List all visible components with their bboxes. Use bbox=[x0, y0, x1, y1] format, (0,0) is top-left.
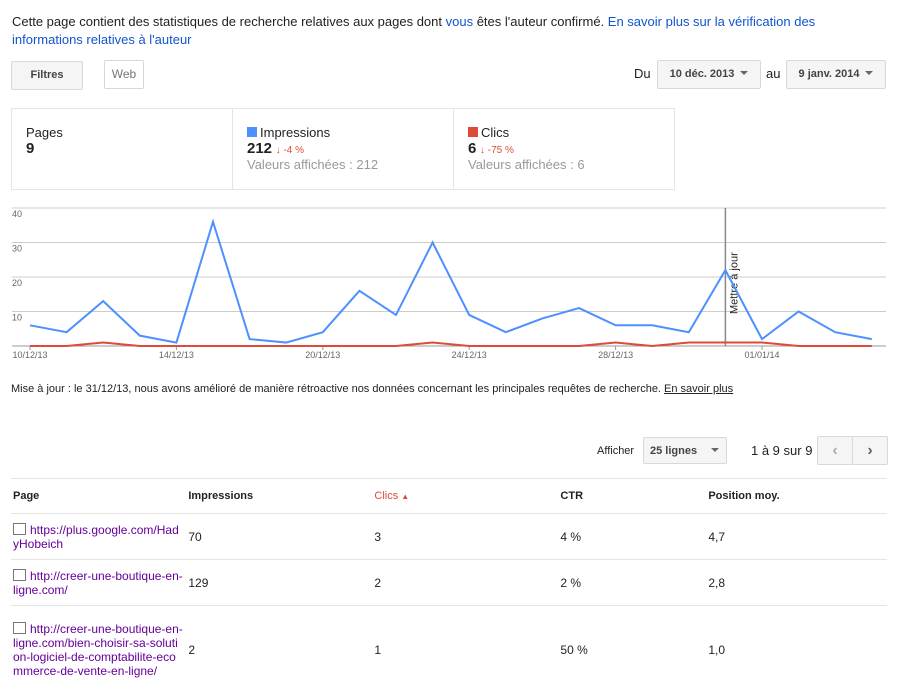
header-text: Cette page contient des statistiques de … bbox=[12, 14, 446, 29]
link[interactable]: En savoir plus sur la vérification des i… bbox=[12, 14, 816, 47]
cell-text: 2 bbox=[374, 575, 382, 590]
stat-shown: Valeurs affichées : 212 bbox=[247, 157, 379, 172]
cell: 50 % bbox=[558, 605, 707, 694]
column-header: Position moy. bbox=[706, 478, 887, 514]
cell: 2,8 bbox=[706, 559, 887, 606]
cell-text: 1,0 bbox=[708, 642, 726, 657]
stat-value: 9 bbox=[26, 140, 35, 157]
column-header: CTR bbox=[558, 478, 707, 514]
column-header: Page bbox=[11, 478, 187, 514]
y-tick-label: 20 bbox=[12, 278, 22, 288]
page-link[interactable]: http://creer-une-boutique-en-ligne.com/ bbox=[13, 568, 183, 597]
row: http://creer-une-boutique-en-ligne.com/b… bbox=[11, 605, 887, 694]
rows: 25 lignes bbox=[650, 445, 698, 457]
cell-text: 70 bbox=[188, 529, 202, 544]
x-tick-label: 20/12/13 bbox=[305, 350, 340, 360]
stat-label: Pages bbox=[26, 125, 63, 140]
filters-button[interactable]: Filtres bbox=[11, 61, 83, 90]
prev-button[interactable]: ‹ bbox=[817, 436, 853, 465]
date: 9 janv. 2014 bbox=[798, 68, 860, 80]
x-tick-label: 24/12/13 bbox=[452, 350, 487, 360]
cell: 4,7 bbox=[706, 513, 887, 560]
cell-text: 4 % bbox=[560, 529, 582, 544]
annotation: Mettre à jour bbox=[728, 252, 740, 314]
cell-text: 3 bbox=[374, 529, 382, 544]
column-header: Impressions bbox=[186, 478, 373, 514]
y-tick-label: 40 bbox=[12, 209, 22, 219]
cell: 129 bbox=[186, 559, 373, 606]
cell-text: 2 bbox=[188, 642, 196, 657]
date-dropdown[interactable]: 9 janv. 2014 bbox=[786, 60, 886, 89]
cell-text: 2,8 bbox=[708, 575, 726, 590]
label: Afficher bbox=[597, 445, 635, 457]
series-line bbox=[29, 218, 872, 344]
cell: http://creer-une-boutique-en-ligne.com/ bbox=[11, 559, 187, 606]
header-text: êtes l'auteur confirmé. bbox=[473, 14, 608, 29]
cell-text: 129 bbox=[188, 575, 209, 590]
swatch bbox=[247, 127, 257, 137]
date-dropdown[interactable]: 10 déc. 2013 bbox=[657, 60, 761, 89]
label: au bbox=[766, 66, 781, 81]
cell: 3 bbox=[372, 513, 559, 560]
x-tick-label: 14/12/13 bbox=[159, 350, 194, 360]
stat-shown: Valeurs affichées : 6 bbox=[468, 157, 585, 172]
y-tick-label: 10 bbox=[12, 313, 22, 323]
cell: 2 bbox=[372, 559, 559, 606]
rows-dropdown[interactable]: 25 lignes bbox=[643, 437, 727, 464]
link[interactable]: En savoir plus bbox=[664, 383, 734, 395]
chart: 10 20 30 40 10/12/13 14/12/13 20/12/13 24/12/13… bbox=[12, 207, 886, 360]
column-header: Clics ▲ bbox=[372, 478, 559, 514]
cell-text: 1 bbox=[374, 642, 382, 657]
stat-box: Pages 9 bbox=[11, 108, 233, 190]
cell-text: 2 % bbox=[560, 575, 582, 590]
cell-text: 50 % bbox=[560, 642, 588, 657]
page-link[interactable]: https://plus.google.com/HadyHobeich bbox=[13, 522, 179, 551]
stat-label: Clics bbox=[481, 125, 510, 140]
cell: 2 % bbox=[558, 559, 707, 606]
cell: https://plus.google.com/HadyHobeich bbox=[11, 513, 187, 560]
note: Mise à jour : le 31/12/13, nous avons am… bbox=[11, 383, 733, 395]
stat-label: Impressions bbox=[260, 125, 331, 140]
series-line bbox=[30, 341, 872, 348]
cell: 2 bbox=[186, 605, 373, 694]
note-text: Mise à jour : le 31/12/13, nous avons am… bbox=[11, 383, 665, 395]
stat-value: 6 bbox=[468, 140, 477, 157]
x-tick-label: 10/12/13 bbox=[12, 350, 47, 360]
swatch bbox=[468, 127, 478, 137]
web-chip[interactable]: Web bbox=[104, 60, 144, 89]
row: http://creer-une-boutique-en-ligne.com/1… bbox=[11, 559, 887, 606]
stat-change: -4 % bbox=[283, 145, 304, 156]
cell: 70 bbox=[186, 513, 373, 560]
cell: http://creer-une-boutique-en-ligne.com/b… bbox=[11, 605, 187, 694]
y-tick-label: 30 bbox=[12, 244, 22, 254]
stat-box[interactable]: Clics 6 ↓ -75 % Valeurs affichées : 6 bbox=[453, 108, 675, 190]
date: 10 déc. 2013 bbox=[669, 68, 735, 80]
page-link[interactable]: http://creer-une-boutique-en-ligne.com/b… bbox=[13, 621, 183, 678]
stat-value: 212 bbox=[247, 140, 273, 157]
cell: 1,0 bbox=[706, 605, 887, 694]
x-tick-label: 01/01/14 bbox=[744, 350, 779, 360]
cell-text: 4,7 bbox=[708, 529, 726, 544]
label: Du bbox=[634, 66, 651, 81]
stat-box[interactable]: Impressions 212 ↓ -4 % Valeurs affichées :… bbox=[232, 108, 454, 190]
cell: 1 bbox=[372, 605, 559, 694]
next-button[interactable]: › bbox=[852, 436, 888, 465]
stat-change: -75 % bbox=[487, 145, 514, 156]
table: Page Impressions Clics ▲ CTR Position moy. ht… bbox=[11, 478, 887, 694]
header: Cette page contient des statistiques de … bbox=[12, 13, 872, 49]
link[interactable]: vous bbox=[445, 14, 474, 29]
cell: 4 % bbox=[558, 513, 707, 560]
row: https://plus.google.com/HadyHobeich 70 3 4 … bbox=[11, 513, 887, 560]
range: 1 à 9 sur 9 bbox=[751, 443, 813, 458]
x-tick-label: 28/12/13 bbox=[598, 350, 633, 360]
